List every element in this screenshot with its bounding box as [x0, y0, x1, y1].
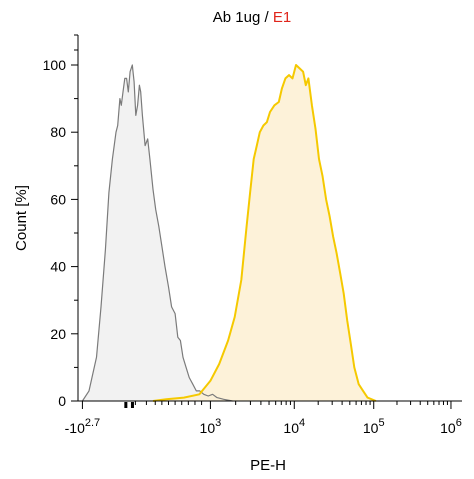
x-tick-label: -102.7 — [65, 417, 101, 436]
x-axis-ticks: -102.7 103 104 105 106 — [65, 401, 462, 436]
title-sample-name: Ab 1ug / — [213, 9, 273, 26]
x-tick-label: 105 — [363, 417, 385, 436]
y-tick-label: 0 — [58, 393, 66, 409]
x-axis-marker — [124, 402, 128, 408]
x-axis-label: PE-H — [250, 457, 286, 474]
y-tick-label: 60 — [50, 191, 66, 207]
y-tick-label: 40 — [50, 259, 66, 275]
x-tick-label: 103 — [200, 417, 222, 436]
control-histogram-line — [81, 64, 233, 402]
title-population-name: E1 — [273, 9, 291, 26]
x-tick-label: 106 — [440, 417, 462, 436]
y-axis-ticks: 0 20 40 60 80 100 — [43, 34, 78, 409]
y-tick-label: 20 — [50, 326, 66, 342]
x-axis-marker — [130, 402, 134, 408]
y-tick-label: 100 — [43, 57, 67, 73]
x-tick-label: 104 — [283, 417, 305, 436]
sample-histogram-line — [152, 64, 377, 402]
plot-area — [81, 64, 377, 402]
y-tick-label: 80 — [50, 124, 66, 140]
control-histogram-fill — [82, 65, 233, 401]
chart-title: Ab 1ug / E1 — [213, 9, 291, 26]
y-axis-label: Count [%] — [13, 185, 30, 251]
sample-histogram-fill — [153, 65, 376, 401]
